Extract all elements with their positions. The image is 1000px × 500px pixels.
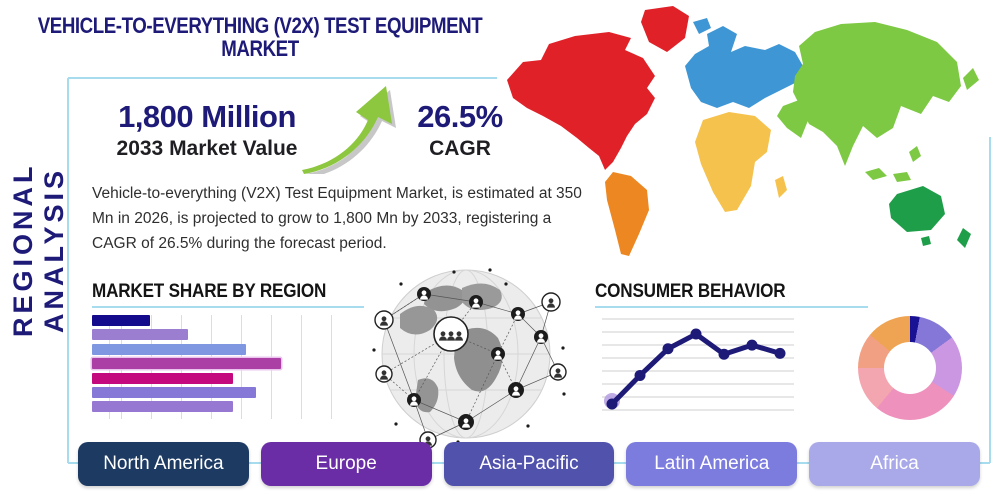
map-region-north-america	[507, 32, 655, 170]
globe-network-graphic	[372, 268, 567, 448]
map-region-asia	[777, 22, 979, 182]
page-title: VEHICLE-TO-EVERYTHING (V2X) TEST EQUIPME…	[37, 13, 483, 61]
consumer-behavior-underline	[595, 306, 868, 308]
market-share-underline	[92, 306, 364, 308]
consumer-behavior-title: CONSUMER BEHAVIOR	[595, 281, 786, 302]
bar-segment	[92, 343, 246, 355]
region-button-europe[interactable]: Europe	[260, 442, 432, 486]
region-button-latin-america[interactable]: Latin America	[626, 442, 798, 486]
bar-segment	[92, 329, 188, 341]
market-share-bar-chart	[92, 315, 344, 419]
consumer-behavior-line-chart	[602, 318, 794, 411]
bar-segment	[92, 372, 234, 384]
cagr-label: CAGR	[429, 137, 491, 160]
market-share-title: MARKET SHARE BY REGION	[92, 281, 327, 302]
map-region-south-america	[605, 172, 649, 256]
region-button-north-america[interactable]: North America	[78, 442, 249, 486]
bar-segment	[92, 315, 150, 326]
region-button-asia-pacific[interactable]: Asia-Pacific	[443, 442, 615, 486]
regional-donut-chart	[858, 316, 962, 420]
market-description: Vehicle-to-everything (V2X) Test Equipme…	[92, 185, 582, 252]
map-region-europe	[685, 18, 803, 108]
market-value-label: 2033 Market Value	[116, 137, 298, 160]
region-button-africa[interactable]: Africa	[809, 442, 980, 486]
bar-segment	[92, 386, 256, 398]
map-region-australia	[889, 186, 971, 248]
world-map	[507, 6, 979, 256]
region-buttons-row: North America Europe Asia-Pacific Latin Ame…	[78, 442, 980, 486]
market-value-stat: 1,800 Million	[118, 99, 296, 134]
growth-arrow-icon	[302, 86, 396, 174]
bar-segment	[92, 358, 281, 370]
cagr-stat: 26.5%	[417, 99, 503, 134]
donut-hole	[884, 342, 936, 394]
regional-analysis-label: REGIONAL ANALYSIS	[8, 162, 69, 338]
map-region-greenland	[641, 6, 689, 52]
map-region-africa	[695, 112, 787, 212]
bar-segment	[92, 401, 234, 413]
